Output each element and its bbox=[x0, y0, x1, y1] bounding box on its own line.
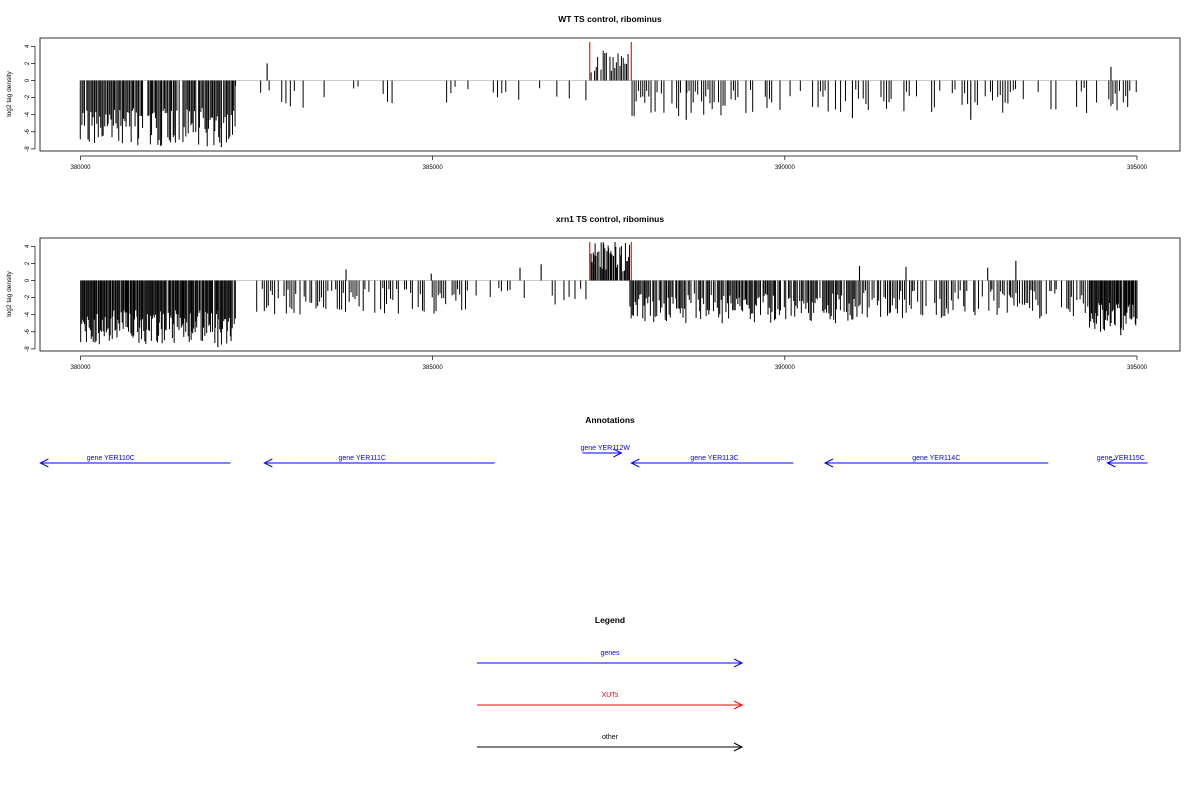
annotations-title: Annotations bbox=[585, 415, 635, 425]
legend-items: genes XUTs other bbox=[477, 650, 744, 752]
wt-panel-title: WT TS control, ribominus bbox=[558, 14, 662, 24]
wt-x-tick-label: 390000 bbox=[775, 165, 796, 171]
wt-y-tick-label: -4 bbox=[25, 111, 31, 117]
xrn1-y-tick-label: -2 bbox=[25, 294, 31, 300]
arrow-right-icon bbox=[733, 700, 744, 710]
xrn1-x-tick-label: 395000 bbox=[1127, 365, 1148, 371]
xrn1-y-tick-label: 4 bbox=[25, 244, 31, 248]
gene-label: gene YER110C bbox=[87, 455, 135, 462]
gene-label: gene YER115C bbox=[1097, 455, 1145, 462]
xrn1-y-tick-label: 2 bbox=[25, 261, 31, 265]
legend-label-xuts: XUTs bbox=[602, 692, 619, 699]
wt-x-axis: 380000 385000 390000 395000 bbox=[70, 155, 1148, 171]
wt-y-axis-label: log2 tag density bbox=[6, 70, 13, 116]
wt-y-tick-label: 4 bbox=[25, 44, 31, 48]
xrn1-x-tick-label: 380000 bbox=[70, 365, 91, 371]
wt-x-tick-label: 385000 bbox=[423, 165, 444, 171]
xrn1-panel: xrn1 TS control, ribominus log2 tag dens… bbox=[6, 214, 1181, 371]
arrow-left-icon bbox=[630, 458, 640, 468]
wt-y-tick-label: -6 bbox=[25, 128, 31, 134]
wt-x-tick-label: 380000 bbox=[70, 165, 91, 171]
xrn1-y-tick-label: 0 bbox=[25, 278, 31, 282]
xrn1-panel-title: xrn1 TS control, ribominus bbox=[556, 214, 664, 224]
wt-y-axis: 4 2 0 -2 -4 -6 -8 bbox=[25, 44, 36, 152]
gene-label: gene YER114C bbox=[912, 455, 960, 462]
wt-plot-frame bbox=[39, 37, 1181, 152]
xrn1-x-tick-label: 390000 bbox=[775, 365, 796, 371]
xrn1-y-tick-label: -8 bbox=[25, 346, 31, 352]
xrn1-plot-frame bbox=[39, 237, 1181, 352]
arrow-left-icon bbox=[39, 458, 49, 468]
legend: Legend genes XUTs other bbox=[477, 615, 744, 752]
xrn1-y-axis: 4 2 0 -2 -4 -6 -8 bbox=[25, 244, 36, 352]
wt-panel: WT TS control, ribominus log2 tag densit… bbox=[6, 14, 1181, 171]
xrn1-y-tick-label: -6 bbox=[25, 328, 31, 334]
arrow-right-icon bbox=[733, 742, 744, 752]
xrn1-y-tick-label: -4 bbox=[25, 311, 31, 317]
gene-label: gene YER111C bbox=[338, 455, 385, 462]
wt-y-tick-label: -2 bbox=[25, 94, 31, 100]
wt-y-tick-label: 0 bbox=[25, 78, 31, 82]
xrn1-x-tick-label: 385000 bbox=[423, 365, 444, 371]
arrow-right-icon bbox=[613, 448, 623, 458]
gene-label: gene YER113C bbox=[690, 455, 738, 462]
wt-bars bbox=[79, 42, 1137, 148]
xrn1-bars bbox=[80, 241, 1138, 348]
arrow-left-icon bbox=[1106, 458, 1116, 468]
xrn1-x-axis: 380000 385000 390000 395000 bbox=[70, 355, 1148, 371]
gene-tracks: gene YER110C gene YER111C gene YER112W gene… bbox=[39, 445, 1148, 468]
arrow-right-icon bbox=[733, 658, 744, 668]
legend-label-genes: genes bbox=[600, 650, 620, 657]
gene-label: gene YER112W bbox=[580, 445, 630, 452]
arrow-left-icon bbox=[263, 458, 273, 468]
annotations-panel: Annotations gene YER110C gene YER111Cgene… bbox=[39, 415, 1148, 468]
legend-label-other: other bbox=[602, 734, 619, 741]
wt-y-tick-label: 2 bbox=[25, 61, 31, 65]
xrn1-y-axis-label: log2 tag density bbox=[6, 270, 13, 316]
wt-y-tick-label: -8 bbox=[25, 146, 31, 152]
wt-x-tick-label: 395000 bbox=[1127, 165, 1148, 171]
arrow-left-icon bbox=[823, 458, 834, 468]
legend-title: Legend bbox=[595, 615, 625, 625]
